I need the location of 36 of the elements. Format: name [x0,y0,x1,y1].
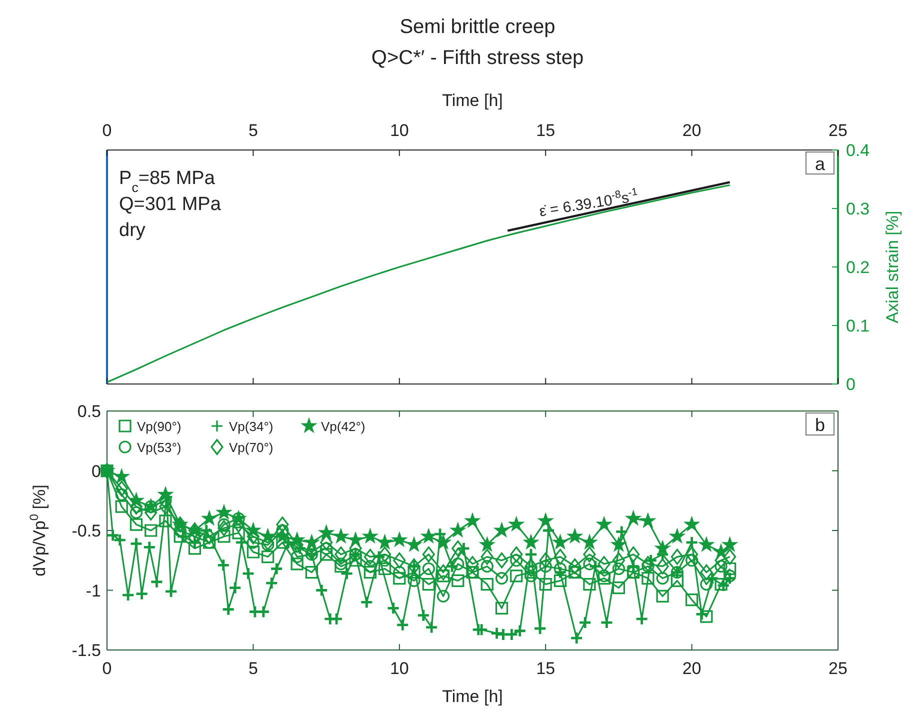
y-tick-label: 0.3 [846,200,870,218]
x-tick-label: 5 [248,121,258,140]
y-tick-label: -1.5 [72,641,101,660]
x-tick-label: 25 [828,121,848,140]
y-tick-label: 0.5 [77,402,101,421]
legend-label: Vp(70°) [229,440,274,455]
annotation: dry [119,220,146,241]
annotation: P$_{c}$=85 MPa [119,168,216,194]
y-tick-label: 0 [846,375,856,394]
y-tick-label: -0.5 [72,522,101,540]
x-tick-label: 10 [390,659,409,678]
x-tick-label: 20 [682,659,702,678]
y-tick-label: 0.1 [846,316,870,336]
x-axis-title: Time [h] [442,687,503,706]
x-tick-label: 15 [536,121,556,140]
annotation: b [814,415,826,435]
annotation: ε̇ = 6.39.10$^{-8}$s$^{-1}$ [538,186,639,220]
y-tick-label: 0.2 [846,258,870,277]
x-tick-label: 15 [536,659,556,678]
y-tick-label: 0 [92,462,101,481]
legend-label: Vp(42°) [321,419,366,434]
x-tick-label: 20 [682,121,702,140]
annotation: a [814,154,826,174]
legend-label: Vp(90°) [137,419,182,434]
legend-label: Vp(34°) [229,419,274,434]
y-tick-label: -1 [86,581,101,600]
y-tick-label: 0.4 [846,141,870,160]
y-axis-title: Axial strain [%] [883,210,902,324]
annotation: Q=301 MPa [119,194,222,215]
chart-subtitle: Q>C*′ - Fifth stress step [371,47,584,69]
chart-title: Semi brittle creep [400,16,556,38]
x-tick-label: 10 [390,121,409,140]
x-tick-label: 25 [828,659,848,678]
x-tick-label: 5 [248,659,258,678]
legend-label: Vp(53°) [137,440,182,455]
x-axis-title: Time [h] [442,91,503,110]
